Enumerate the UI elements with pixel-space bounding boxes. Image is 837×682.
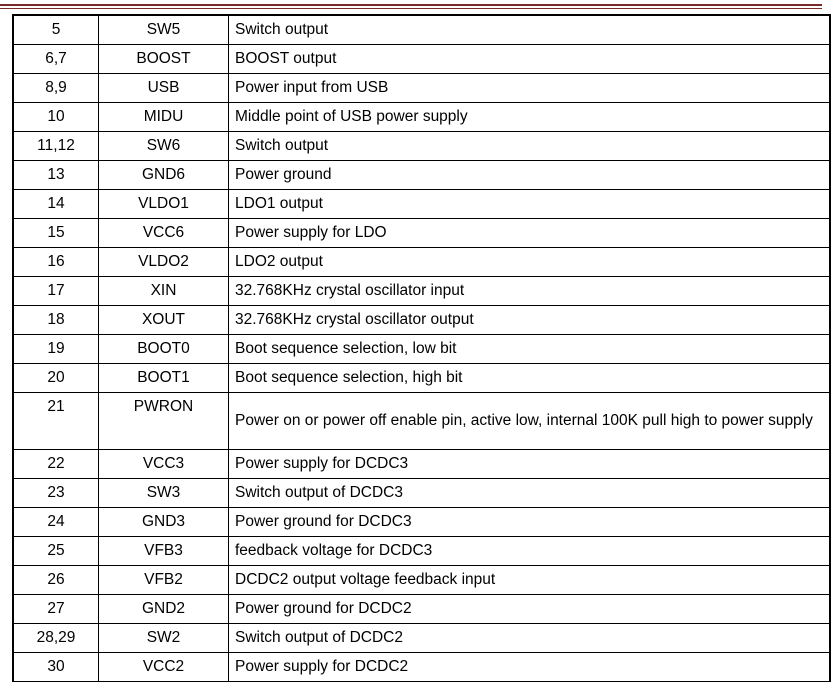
pin-number-cell: 11,12 xyxy=(12,131,99,161)
pin-number-cell: 15 xyxy=(12,218,99,248)
pin-number-cell: 5 xyxy=(12,14,99,45)
pin-description-cell: 32.768KHz crystal oscillator input xyxy=(228,276,831,306)
pin-description-cell: BOOST output xyxy=(228,44,831,74)
pin-number-cell: 6,7 xyxy=(12,44,99,74)
header-rule-thin xyxy=(0,8,822,9)
pin-number-cell: 28,29 xyxy=(12,623,99,653)
pin-description-cell: Boot sequence selection, low bit xyxy=(228,334,831,364)
pin-description-cell: 32.768KHz crystal oscillator output xyxy=(228,305,831,335)
pin-name-cell: VCC6 xyxy=(98,218,229,248)
pin-name-cell: BOOST xyxy=(98,44,229,74)
pin-number-cell: 10 xyxy=(12,102,99,132)
pin-name-cell: SW3 xyxy=(98,478,229,508)
pin-number-cell: 19 xyxy=(12,334,99,364)
table-row: 22 VCC3 Power supply for DCDC3 xyxy=(12,449,831,479)
pin-name-cell: BOOT0 xyxy=(98,334,229,364)
pin-name-cell: VFB3 xyxy=(98,536,229,566)
pin-number-cell: 13 xyxy=(12,160,99,190)
pin-name-cell: VCC2 xyxy=(98,652,229,682)
pin-description-cell: DCDC2 output voltage feedback input xyxy=(228,565,831,595)
pin-description-cell: Power ground xyxy=(228,160,831,190)
pin-name-cell: VFB2 xyxy=(98,565,229,595)
pin-description-table: 5 SW5 Switch output 6,7 BOOST BOOST outp… xyxy=(12,14,831,682)
pin-description-cell: Middle point of USB power supply xyxy=(228,102,831,132)
pin-name-cell: XIN xyxy=(98,276,229,306)
pin-description-cell: Switch output of DCDC3 xyxy=(228,478,831,508)
pin-number-cell: 30 xyxy=(12,652,99,682)
table-row: 6,7 BOOST BOOST output xyxy=(12,44,831,74)
pin-description-cell: Power supply for DCDC3 xyxy=(228,449,831,479)
pin-name-cell: USB xyxy=(98,73,229,103)
pin-description-cell: Power input from USB xyxy=(228,73,831,103)
table-row: 18 XOUT 32.768KHz crystal oscillator out… xyxy=(12,305,831,335)
pin-name-cell: MIDU xyxy=(98,102,229,132)
table-row: 19 BOOT0 Boot sequence selection, low bi… xyxy=(12,334,831,364)
pin-description-cell: Power on or power off enable pin, active… xyxy=(228,392,831,450)
pin-name-cell: GND3 xyxy=(98,507,229,537)
pin-description-cell: Power ground for DCDC3 xyxy=(228,507,831,537)
table-row: 24 GND3 Power ground for DCDC3 xyxy=(12,507,831,537)
pin-description-cell: Switch output of DCDC2 xyxy=(228,623,831,653)
table-row: 13 GND6 Power ground xyxy=(12,160,831,190)
pin-description-cell: Boot sequence selection, high bit xyxy=(228,363,831,393)
pin-description-cell: feedback voltage for DCDC3 xyxy=(228,536,831,566)
table-row: 25 VFB3 feedback voltage for DCDC3 xyxy=(12,536,831,566)
pin-number-cell: 22 xyxy=(12,449,99,479)
pin-number-cell: 14 xyxy=(12,189,99,219)
pin-description-cell: Power supply for DCDC2 xyxy=(228,652,831,682)
pin-description-cell: LDO1 output xyxy=(228,189,831,219)
pin-name-cell: VCC3 xyxy=(98,449,229,479)
pin-description-cell: Switch output xyxy=(228,14,831,45)
pin-name-cell: GND2 xyxy=(98,594,229,624)
table-row: 20 BOOT1 Boot sequence selection, high b… xyxy=(12,363,831,393)
pin-description-cell: Power supply for LDO xyxy=(228,218,831,248)
table-row: 30 VCC2 Power supply for DCDC2 xyxy=(12,652,831,682)
table-row: 11,12 SW6 Switch output xyxy=(12,131,831,161)
pin-number-cell: 17 xyxy=(12,276,99,306)
pin-number-cell: 21 xyxy=(12,392,99,450)
pin-name-cell: SW6 xyxy=(98,131,229,161)
table-row: 28,29 SW2 Switch output of DCDC2 xyxy=(12,623,831,653)
pin-description-cell: LDO2 output xyxy=(228,247,831,277)
pin-number-cell: 16 xyxy=(12,247,99,277)
pin-description-cell: Switch output xyxy=(228,131,831,161)
table-row: 10 MIDU Middle point of USB power supply xyxy=(12,102,831,132)
pin-number-cell: 18 xyxy=(12,305,99,335)
pin-name-cell: GND6 xyxy=(98,160,229,190)
table-row: 23 SW3 Switch output of DCDC3 xyxy=(12,478,831,508)
table-row: 27 GND2 Power ground for DCDC2 xyxy=(12,594,831,624)
pin-number-cell: 8,9 xyxy=(12,73,99,103)
pin-name-cell: BOOT1 xyxy=(98,363,229,393)
pin-description-cell: Power ground for DCDC2 xyxy=(228,594,831,624)
pin-name-cell: SW2 xyxy=(98,623,229,653)
table-row: 15 VCC6 Power supply for LDO xyxy=(12,218,831,248)
header-rule xyxy=(0,4,822,6)
pin-name-cell: SW5 xyxy=(98,14,229,45)
pin-name-cell: VLDO1 xyxy=(98,189,229,219)
table-row: 17 XIN 32.768KHz crystal oscillator inpu… xyxy=(12,276,831,306)
pin-number-cell: 24 xyxy=(12,507,99,537)
table-row: 21 PWRON Power on or power off enable pi… xyxy=(12,392,831,450)
pin-name-cell: PWRON xyxy=(98,392,229,450)
pin-number-cell: 26 xyxy=(12,565,99,595)
pin-table-container: 5 SW5 Switch output 6,7 BOOST BOOST outp… xyxy=(12,14,831,682)
table-row: 5 SW5 Switch output xyxy=(12,14,831,45)
table-row: 16 VLDO2 LDO2 output xyxy=(12,247,831,277)
pin-table-body: 5 SW5 Switch output 6,7 BOOST BOOST outp… xyxy=(12,14,831,682)
pin-name-cell: VLDO2 xyxy=(98,247,229,277)
pin-number-cell: 20 xyxy=(12,363,99,393)
table-row: 14 VLDO1 LDO1 output xyxy=(12,189,831,219)
table-row: 26 VFB2 DCDC2 output voltage feedback in… xyxy=(12,565,831,595)
pin-name-cell: XOUT xyxy=(98,305,229,335)
pin-number-cell: 23 xyxy=(12,478,99,508)
pin-number-cell: 27 xyxy=(12,594,99,624)
pin-number-cell: 25 xyxy=(12,536,99,566)
table-row: 8,9 USB Power input from USB xyxy=(12,73,831,103)
